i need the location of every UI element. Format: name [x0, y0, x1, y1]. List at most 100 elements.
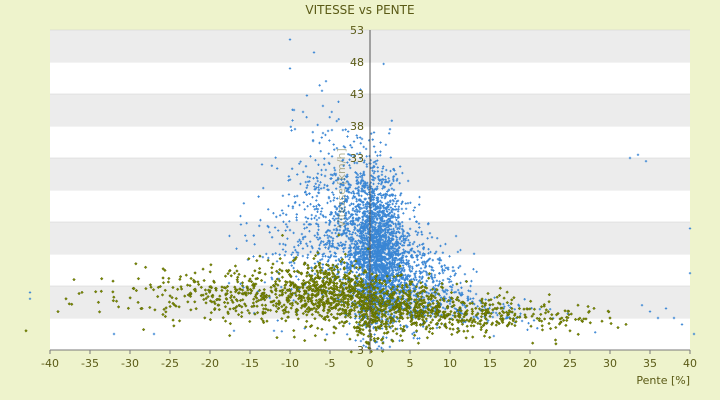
data-point — [283, 291, 288, 295]
data-point — [389, 156, 393, 159]
data-point — [397, 222, 400, 226]
data-point — [290, 253, 293, 256]
data-point — [347, 210, 350, 213]
data-point — [391, 269, 394, 272]
data-point — [373, 213, 376, 216]
data-point — [412, 209, 415, 212]
data-point — [294, 200, 297, 204]
data-point — [438, 261, 441, 265]
data-point — [384, 240, 387, 243]
data-point — [276, 283, 280, 287]
data-point — [513, 308, 516, 311]
data-point — [280, 269, 284, 273]
data-point — [356, 176, 360, 179]
data-point — [188, 294, 193, 299]
data-point — [377, 240, 381, 243]
data-point — [349, 247, 352, 250]
data-point — [380, 219, 383, 223]
data-point — [354, 263, 357, 266]
data-point — [393, 284, 396, 287]
data-point — [401, 224, 404, 228]
data-point — [224, 296, 228, 301]
data-point — [232, 295, 236, 299]
data-point — [370, 217, 374, 220]
data-point — [404, 276, 408, 279]
data-point — [366, 275, 370, 278]
data-point — [371, 187, 374, 191]
data-point — [342, 164, 345, 168]
data-point — [403, 234, 407, 238]
data-point — [425, 271, 429, 275]
data-point — [402, 248, 405, 251]
data-point — [372, 305, 375, 309]
data-point — [380, 201, 384, 204]
data-point — [339, 191, 343, 194]
data-point — [184, 273, 189, 277]
data-point — [457, 266, 460, 270]
data-point — [386, 267, 390, 271]
data-point — [319, 212, 322, 216]
data-point — [313, 262, 317, 265]
data-point — [309, 250, 312, 254]
data-point — [359, 182, 362, 185]
data-point — [379, 225, 383, 228]
data-point — [410, 248, 413, 251]
data-point — [336, 178, 340, 181]
data-point — [228, 295, 233, 300]
data-point — [335, 147, 339, 150]
data-point — [267, 208, 270, 211]
data-point — [331, 300, 336, 305]
data-point — [389, 274, 393, 277]
data-point — [387, 280, 390, 284]
data-point — [397, 253, 401, 256]
data-point — [340, 178, 343, 181]
data-point — [388, 232, 391, 236]
data-point — [327, 287, 331, 291]
data-point — [351, 207, 355, 210]
data-point — [399, 270, 403, 273]
data-point — [305, 271, 309, 275]
data-point — [342, 321, 346, 325]
data-point — [412, 331, 416, 334]
data-point — [362, 253, 365, 256]
data-point — [210, 295, 215, 299]
data-point — [416, 306, 420, 310]
data-point — [335, 316, 339, 320]
data-point — [360, 176, 364, 180]
data-point — [338, 279, 342, 283]
data-point — [345, 189, 348, 193]
data-point — [322, 284, 326, 288]
data-point — [472, 315, 475, 319]
data-point — [240, 305, 244, 309]
data-point — [337, 257, 341, 261]
data-point — [407, 265, 410, 268]
data-point — [231, 306, 236, 311]
data-point — [362, 222, 365, 225]
data-point — [388, 309, 392, 313]
data-point — [504, 317, 508, 320]
data-point — [356, 228, 359, 232]
data-point — [498, 286, 503, 290]
data-point — [384, 192, 387, 196]
data-point — [293, 257, 297, 262]
data-point — [314, 289, 318, 293]
data-point — [338, 205, 341, 208]
data-point — [388, 227, 391, 231]
data-point — [390, 324, 395, 328]
data-point — [245, 239, 248, 243]
data-point — [476, 305, 479, 308]
data-point — [348, 153, 351, 156]
data-point — [359, 237, 363, 240]
data-point — [309, 276, 314, 281]
data-point — [362, 189, 365, 193]
data-point — [199, 285, 204, 290]
data-point — [156, 285, 161, 290]
data-point — [291, 259, 296, 263]
data-point — [375, 243, 379, 246]
data-point — [381, 167, 384, 170]
data-point — [362, 200, 365, 204]
data-point — [351, 196, 354, 200]
data-point — [315, 269, 319, 273]
data-point — [477, 307, 482, 311]
data-point — [218, 294, 222, 298]
